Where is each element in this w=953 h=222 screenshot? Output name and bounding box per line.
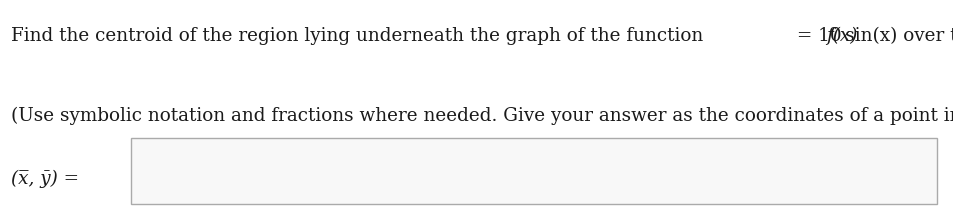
- Text: (x̅, ȳ) =: (x̅, ȳ) =: [11, 170, 79, 188]
- Text: (Use symbolic notation and fractions where needed. Give your answer as the coord: (Use symbolic notation and fractions whe…: [11, 107, 953, 125]
- Text: = 10 sin(x) over the interval [0, π].: = 10 sin(x) over the interval [0, π].: [790, 27, 953, 45]
- Text: Find the centroid of the region lying underneath the graph of the function: Find the centroid of the region lying un…: [11, 27, 709, 45]
- FancyBboxPatch shape: [131, 138, 936, 204]
- Text: f(x): f(x): [825, 27, 857, 45]
